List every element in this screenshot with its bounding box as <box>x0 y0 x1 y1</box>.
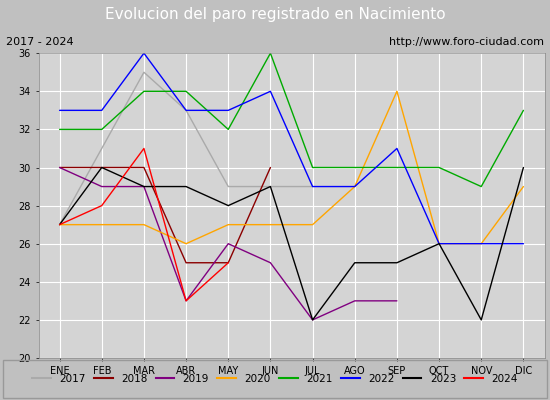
Text: http://www.foro-ciudad.com: http://www.foro-ciudad.com <box>389 37 544 47</box>
Text: 2017 - 2024: 2017 - 2024 <box>6 37 73 47</box>
Text: Evolucion del paro registrado en Nacimiento: Evolucion del paro registrado en Nacimie… <box>104 8 446 22</box>
Legend: 2017, 2018, 2019, 2020, 2021, 2022, 2023, 2024: 2017, 2018, 2019, 2020, 2021, 2022, 2023… <box>32 374 518 384</box>
